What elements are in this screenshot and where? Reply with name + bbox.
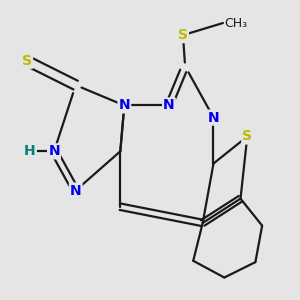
- Text: S: S: [22, 54, 32, 68]
- Text: N: N: [70, 184, 82, 197]
- Text: N: N: [48, 144, 60, 158]
- Text: S: S: [178, 28, 188, 42]
- Text: N: N: [163, 98, 175, 112]
- Text: N: N: [118, 98, 130, 112]
- Text: S: S: [242, 130, 252, 143]
- Text: N: N: [208, 111, 219, 124]
- Text: CH₃: CH₃: [224, 16, 248, 29]
- Text: H: H: [24, 144, 36, 158]
